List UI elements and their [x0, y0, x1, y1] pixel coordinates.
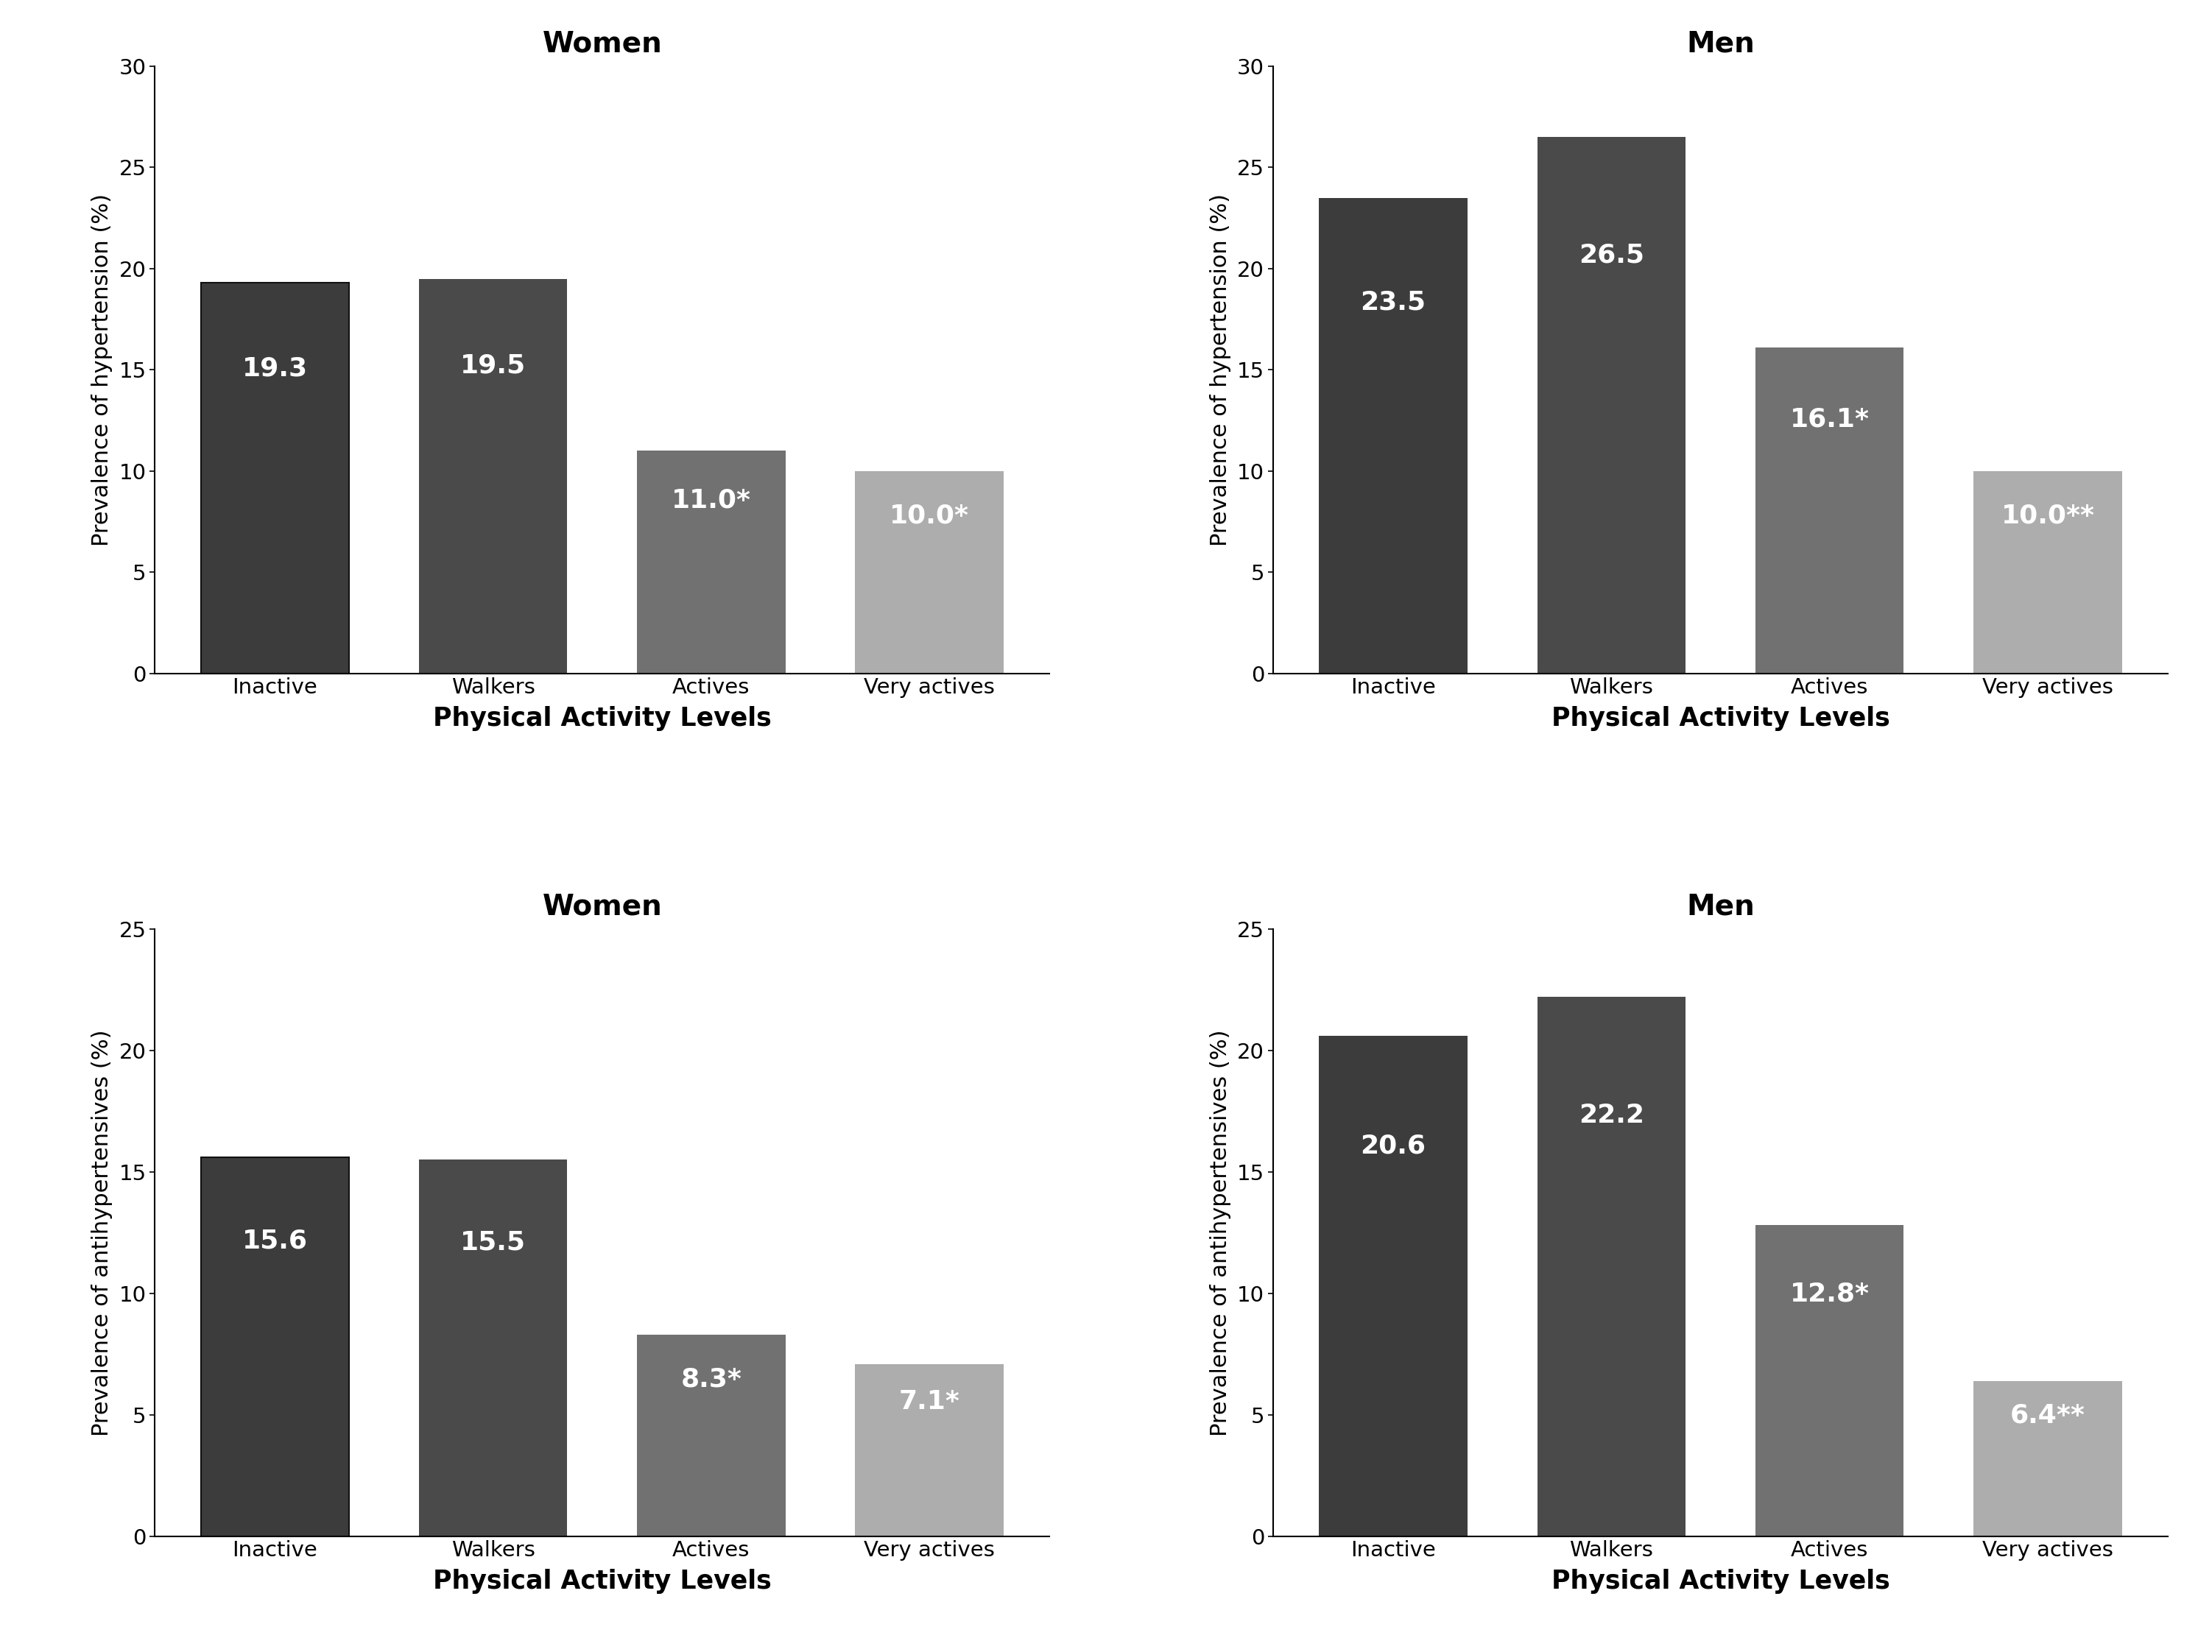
Y-axis label: Prevalence of antihypertensives (%): Prevalence of antihypertensives (%): [1210, 1029, 1230, 1436]
Text: 6.4**: 6.4**: [2011, 1403, 2086, 1427]
Bar: [201, 1158, 349, 1536]
Bar: [856, 1365, 1004, 1536]
Title: Women: Women: [542, 892, 661, 920]
X-axis label: Physical Activity Levels: Physical Activity Levels: [1551, 1569, 1889, 1594]
X-axis label: Physical Activity Levels: Physical Activity Levels: [434, 705, 772, 732]
X-axis label: Physical Activity Levels: Physical Activity Levels: [1551, 705, 1889, 732]
Bar: [418, 1160, 566, 1536]
Title: Men: Men: [1686, 892, 1754, 920]
Text: 10.0*: 10.0*: [889, 504, 969, 529]
Bar: [1973, 1381, 2121, 1536]
Bar: [1318, 1036, 1467, 1536]
Bar: [201, 282, 349, 674]
Text: 15.5: 15.5: [460, 1231, 526, 1256]
Bar: [856, 471, 1004, 674]
Bar: [1318, 198, 1467, 674]
Y-axis label: Prevalence of antihypertensives (%): Prevalence of antihypertensives (%): [91, 1029, 113, 1436]
Y-axis label: Prevalence of hypertension (%): Prevalence of hypertension (%): [1210, 193, 1230, 547]
Text: 19.5: 19.5: [460, 354, 526, 378]
Title: Men: Men: [1686, 30, 1754, 58]
Text: 12.8*: 12.8*: [1790, 1282, 1869, 1307]
Bar: [1537, 137, 1686, 674]
Bar: [637, 451, 785, 674]
X-axis label: Physical Activity Levels: Physical Activity Levels: [434, 1569, 772, 1594]
Bar: [637, 1335, 785, 1536]
Text: 26.5: 26.5: [1579, 243, 1644, 268]
Bar: [1756, 347, 1905, 674]
Text: 15.6: 15.6: [241, 1227, 307, 1254]
Text: 8.3*: 8.3*: [681, 1366, 741, 1391]
Text: 23.5: 23.5: [1360, 289, 1427, 316]
Text: 20.6: 20.6: [1360, 1133, 1427, 1158]
Bar: [1973, 471, 2121, 674]
Text: 16.1*: 16.1*: [1790, 406, 1869, 431]
Y-axis label: Prevalence of hypertension (%): Prevalence of hypertension (%): [91, 193, 113, 547]
Text: 22.2: 22.2: [1579, 1104, 1644, 1128]
Bar: [418, 279, 566, 674]
Text: 19.3: 19.3: [241, 357, 307, 382]
Text: 11.0*: 11.0*: [672, 487, 752, 512]
Title: Women: Women: [542, 30, 661, 58]
Text: 10.0**: 10.0**: [2002, 504, 2095, 529]
Text: 7.1*: 7.1*: [898, 1389, 960, 1414]
Bar: [1756, 1226, 1905, 1536]
Bar: [1537, 996, 1686, 1536]
